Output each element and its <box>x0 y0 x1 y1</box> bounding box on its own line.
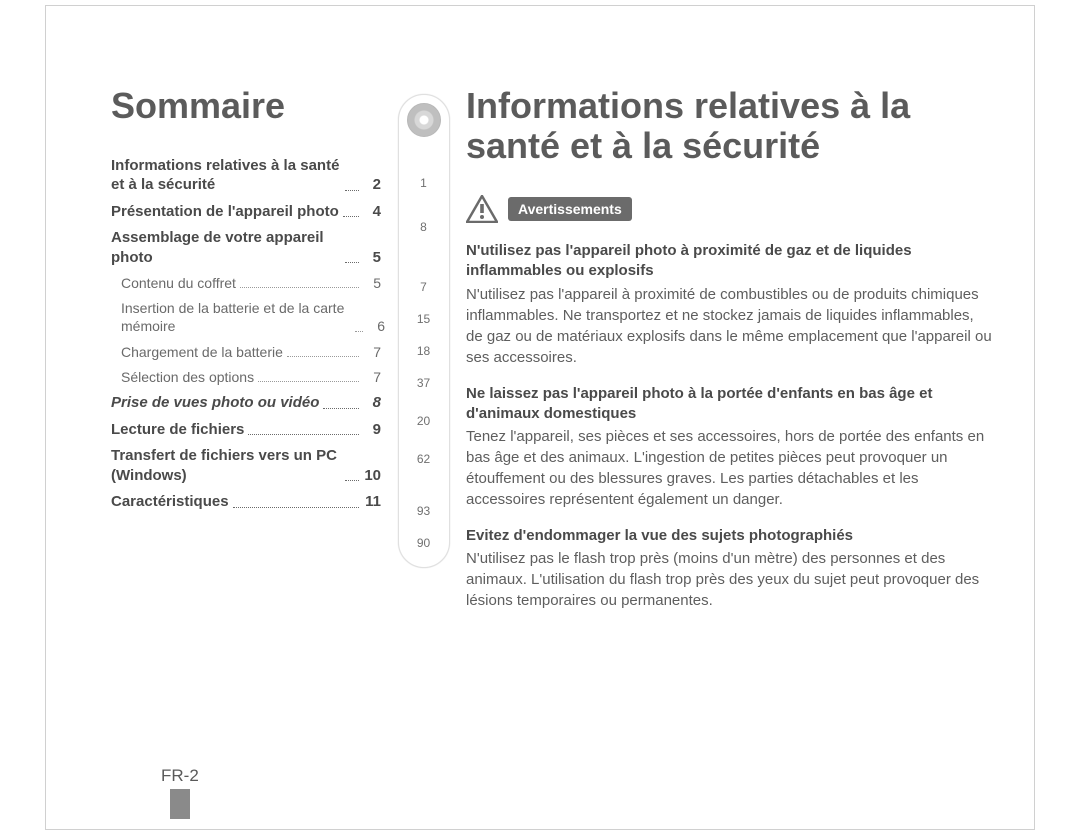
warning-badge: Avertissements <box>508 197 632 221</box>
toc-entry-page: 2 <box>363 175 381 195</box>
warning-header: Avertissements <box>466 195 994 223</box>
toc-entry-page: 7 <box>363 343 381 361</box>
thumb-index-number: 90 <box>417 537 430 549</box>
two-column-layout: Sommaire Informations relatives à la san… <box>111 86 994 809</box>
cd-disc-icon <box>407 103 441 137</box>
toc-leader-dots <box>258 381 359 382</box>
thumb-index-number: 20 <box>417 415 430 427</box>
thumb-index-tab: 18715183720629390 <box>398 94 450 568</box>
toc-leader-dots <box>345 190 359 191</box>
right-column: Informations relatives à la santé et à l… <box>466 86 994 809</box>
toc-entry: Informations relatives à la santé et à l… <box>111 156 381 195</box>
toc-entry-label: Présentation de l'appareil photo <box>111 202 339 222</box>
toc-entry-page: 8 <box>363 393 381 413</box>
toc-entry-label: Contenu du coffret <box>121 274 236 292</box>
toc-leader-dots <box>345 480 359 481</box>
toc-entry-label: Chargement de la batterie <box>121 343 283 361</box>
warning-body-text: N'utilisez pas l'appareil à proximité de… <box>466 284 994 368</box>
toc-entry-label: Insertion de la batterie et de la carte … <box>121 299 351 335</box>
toc-entry-page: 6 <box>367 317 385 335</box>
middle-column: 18715183720629390 <box>391 86 456 809</box>
toc-entry-label: Assemblage de votre appareil photo <box>111 228 341 267</box>
toc-entry: Caractéristiques 11 <box>111 492 381 512</box>
toc-entry: Prise de vues photo ou vidéo 8 <box>111 393 381 413</box>
thumb-index-number: 7 <box>420 281 427 293</box>
toc-entry-label: Transfert de fichiers vers un PC (Window… <box>111 446 341 485</box>
thumb-index-number: 62 <box>417 453 430 465</box>
toc-entry-page: 10 <box>363 466 381 486</box>
thumb-index-number: 15 <box>417 313 430 325</box>
toc-leader-dots <box>345 262 359 263</box>
toc-entry-page: 11 <box>363 492 381 512</box>
toc-entry-label: Lecture de fichiers <box>111 420 244 440</box>
toc-entry-label: Prise de vues photo ou vidéo <box>111 393 319 413</box>
toc-entry: Présentation de l'appareil photo 4 <box>111 202 381 222</box>
toc-entry-page: 4 <box>363 202 381 222</box>
toc-heading: Sommaire <box>111 86 381 126</box>
toc-entry: Transfert de fichiers vers un PC (Window… <box>111 446 381 485</box>
thumb-index-number: 37 <box>417 377 430 389</box>
toc-entry-label: Informations relatives à la santé et à l… <box>111 156 341 195</box>
document-page: Sommaire Informations relatives à la san… <box>45 5 1035 830</box>
toc-leader-dots <box>233 507 359 508</box>
toc-entry-page: 5 <box>363 274 381 292</box>
toc-entry: Lecture de fichiers 9 <box>111 420 381 440</box>
warning-body-text: N'utilisez pas le flash trop près (moins… <box>466 548 994 611</box>
thumb-index-number: 93 <box>417 505 430 517</box>
toc-subentry: Sélection des options 7 <box>111 368 381 386</box>
page-inner: Sommaire Informations relatives à la san… <box>46 6 1034 829</box>
toc-entry-page: 7 <box>363 368 381 386</box>
toc-leader-dots <box>343 216 359 217</box>
warning-body-text: Tenez l'appareil, ses pièces et ses acce… <box>466 426 994 510</box>
page-footer-tab: FR-2 <box>161 766 199 819</box>
thumb-index-number: 8 <box>420 221 427 233</box>
thumb-index-number: 18 <box>417 345 430 357</box>
toc-leader-dots <box>355 331 363 332</box>
toc-entry-label: Sélection des options <box>121 368 254 386</box>
left-column: Sommaire Informations relatives à la san… <box>111 86 381 809</box>
warning-triangle-icon <box>466 195 498 223</box>
warning-subheading: N'utilisez pas l'appareil photo à proxim… <box>466 241 994 282</box>
toc-subentry: Chargement de la batterie 7 <box>111 343 381 361</box>
toc-leader-dots <box>287 356 359 357</box>
warning-subheading: Evitez d'endommager la vue des sujets ph… <box>466 526 994 546</box>
thumb-index-number: 1 <box>420 177 427 189</box>
toc-entry-page: 5 <box>363 248 381 268</box>
footer-tab-bar <box>170 789 190 819</box>
toc-entry-page: 9 <box>363 420 381 440</box>
section-heading: Informations relatives à la santé et à l… <box>466 86 994 165</box>
warning-sections: N'utilisez pas l'appareil photo à proxim… <box>466 241 994 611</box>
toc-subentry: Insertion de la batterie et de la carte … <box>111 299 381 335</box>
toc-leader-dots <box>248 434 359 435</box>
toc-subentry: Contenu du coffret 5 <box>111 274 381 292</box>
page-number-label: FR-2 <box>161 766 199 786</box>
toc-entry: Assemblage de votre appareil photo 5 <box>111 228 381 267</box>
table-of-contents: Informations relatives à la santé et à l… <box>111 156 381 512</box>
toc-leader-dots <box>323 408 359 409</box>
warning-subheading: Ne laissez pas l'appareil photo à la por… <box>466 384 994 425</box>
toc-entry-label: Caractéristiques <box>111 492 229 512</box>
toc-leader-dots <box>240 287 359 288</box>
